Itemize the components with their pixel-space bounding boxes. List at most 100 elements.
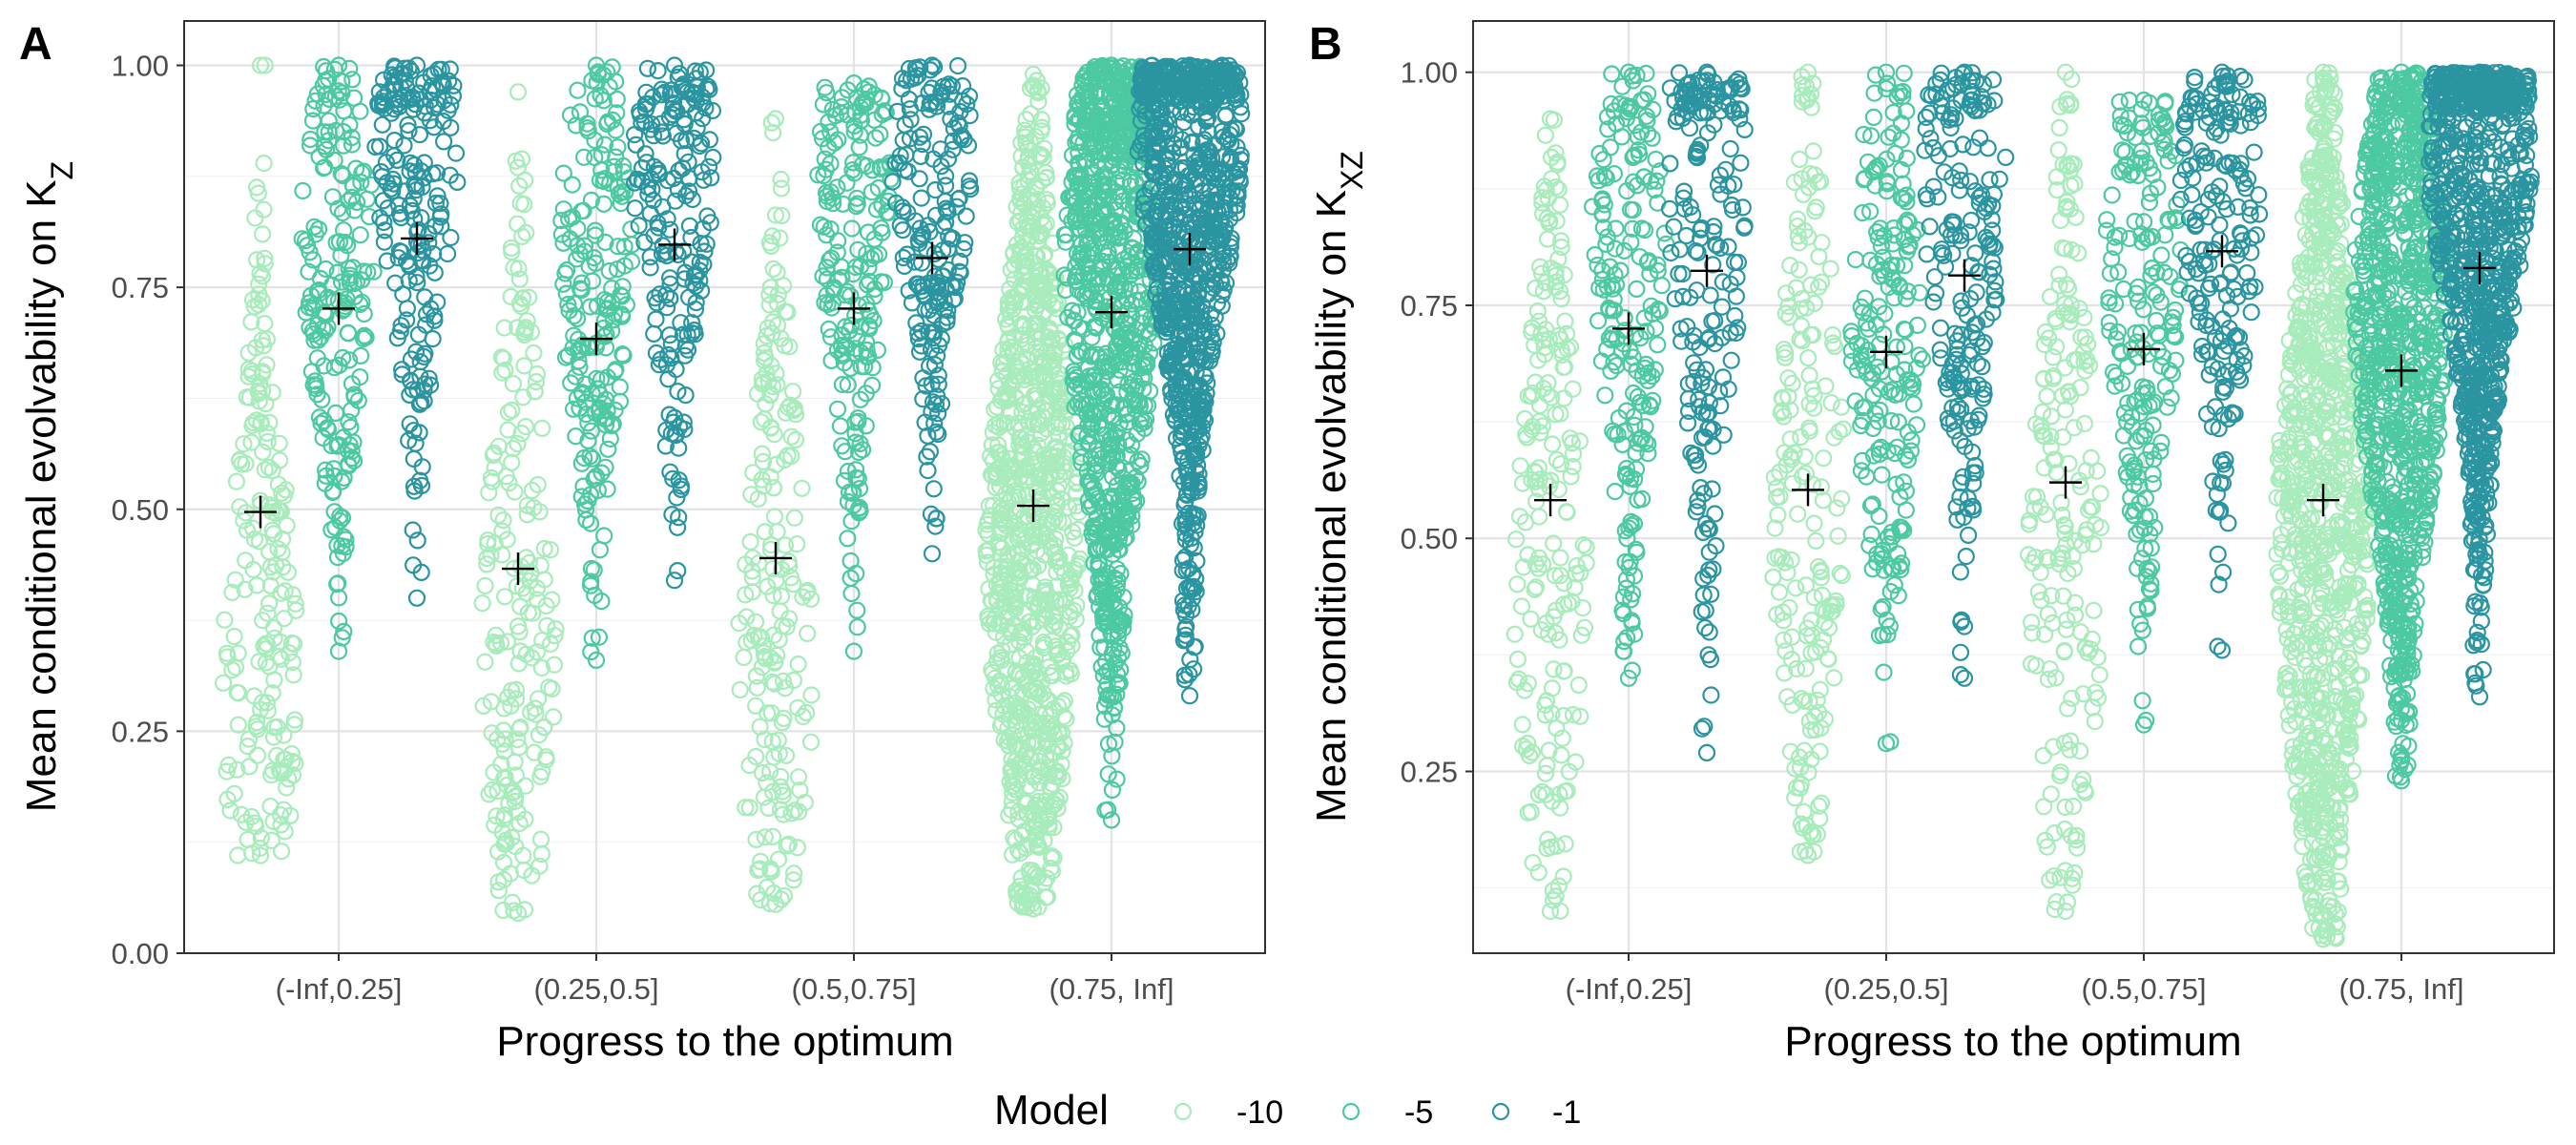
data-point xyxy=(263,521,281,539)
data-point xyxy=(243,291,262,309)
data-point xyxy=(747,747,765,766)
data-point xyxy=(511,718,530,737)
data-point xyxy=(865,247,883,265)
data-point xyxy=(614,163,634,181)
data-point xyxy=(237,813,255,831)
data-point xyxy=(1038,810,1056,828)
data-point xyxy=(239,737,257,756)
data-point xyxy=(1036,163,1055,182)
panel-b-label: B xyxy=(1309,19,1342,70)
data-point xyxy=(345,385,364,404)
data-point xyxy=(493,823,511,842)
data-point xyxy=(1003,593,1021,611)
data-point xyxy=(1042,446,1060,464)
data-point xyxy=(1052,489,1070,509)
data-point xyxy=(264,618,283,637)
data-point xyxy=(530,857,549,875)
data-point xyxy=(779,835,798,853)
data-point xyxy=(489,882,508,900)
data-point xyxy=(1030,416,1049,434)
panel-b: B 0.250.500.751.00 (-Inf,0.25] (0.25,0.5]… xyxy=(1308,19,2555,1065)
data-point xyxy=(978,515,997,533)
data-point xyxy=(251,264,269,282)
data-point xyxy=(838,174,856,192)
data-point xyxy=(1001,280,1019,299)
data-point xyxy=(554,164,572,182)
data-point xyxy=(485,633,503,652)
data-point xyxy=(802,686,821,704)
data-point xyxy=(499,404,518,422)
data-point xyxy=(476,653,494,671)
data-point xyxy=(500,474,518,492)
data-point xyxy=(980,496,998,515)
data-point xyxy=(1034,638,1053,657)
data-point xyxy=(775,709,793,728)
data-point xyxy=(851,126,869,144)
data-point xyxy=(1021,718,1040,737)
data-point xyxy=(747,667,765,685)
data-point xyxy=(1028,733,1047,751)
data-point xyxy=(256,461,274,479)
data-point xyxy=(1039,291,1057,309)
data-point xyxy=(785,509,804,527)
data-point xyxy=(595,135,614,154)
data-point xyxy=(829,270,848,289)
data-point xyxy=(875,273,894,291)
data-point xyxy=(992,447,1010,465)
data-point xyxy=(285,716,303,734)
data-point xyxy=(599,440,617,458)
data-point-min xyxy=(509,904,528,923)
panel-a-y-axis-title-main: Mean conditional evolvability on K xyxy=(18,179,65,812)
data-point xyxy=(552,212,571,230)
data-point xyxy=(763,733,781,751)
data-point xyxy=(251,839,269,858)
data-point xyxy=(818,226,836,244)
data-point xyxy=(1007,459,1025,477)
data-point xyxy=(839,376,857,394)
data-point xyxy=(341,351,359,369)
data-point xyxy=(251,375,269,393)
data-point xyxy=(814,267,832,285)
data-point xyxy=(580,258,598,276)
data-point xyxy=(740,756,758,775)
data-point xyxy=(828,400,847,418)
data-point xyxy=(1039,454,1058,472)
data-point xyxy=(502,239,521,257)
data-point xyxy=(280,644,299,662)
data-point xyxy=(1045,848,1063,867)
data-point xyxy=(574,148,593,166)
data-point xyxy=(1096,802,1114,820)
data-point xyxy=(590,628,609,646)
data-point xyxy=(528,364,547,384)
data-point xyxy=(352,346,370,364)
data-point xyxy=(1108,770,1126,788)
data-point xyxy=(355,162,373,180)
data-point xyxy=(1054,513,1072,531)
data-point xyxy=(1053,742,1071,760)
data-point xyxy=(1103,781,1122,800)
data-point xyxy=(1001,773,1019,791)
data-point xyxy=(1011,192,1029,210)
data-point xyxy=(310,220,328,239)
data-point xyxy=(317,461,335,479)
data-point xyxy=(339,323,357,342)
data-point xyxy=(218,790,237,809)
data-point xyxy=(765,675,784,693)
data-point xyxy=(863,359,882,377)
data-point xyxy=(1030,507,1049,526)
data-point xyxy=(339,237,357,255)
data-point xyxy=(821,155,840,173)
data-point xyxy=(316,474,334,492)
data-point xyxy=(317,260,335,279)
data-point xyxy=(583,629,601,647)
data-point xyxy=(768,316,787,335)
data-point xyxy=(253,267,271,285)
data-point xyxy=(496,361,514,380)
data-point xyxy=(818,84,836,102)
data-point xyxy=(273,484,291,502)
data-point-max xyxy=(587,56,606,74)
data-point xyxy=(1023,657,1042,676)
data-point xyxy=(1064,523,1082,541)
data-point xyxy=(495,588,514,606)
data-point xyxy=(259,432,277,450)
